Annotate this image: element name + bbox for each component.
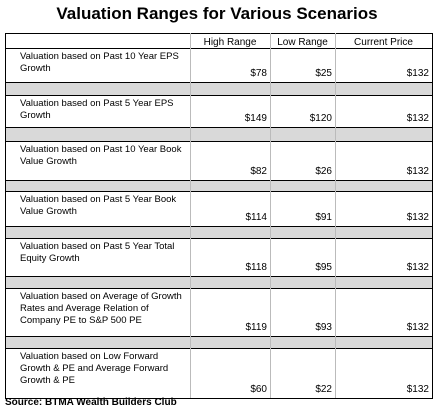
border (5, 33, 6, 398)
column-line (335, 33, 336, 398)
cell-value: $60 (250, 384, 267, 395)
cell-value: $93 (315, 322, 332, 333)
cell-value: $132 (406, 384, 429, 395)
cell-value: $132 (406, 166, 429, 177)
separator (5, 226, 432, 239)
cell-value: $22 (315, 384, 332, 395)
cell-value: $95 (315, 262, 332, 273)
separator (5, 180, 432, 192)
row-label: Valuation based on Average of Growth Rat… (20, 291, 182, 326)
cell-value: $132 (406, 68, 429, 79)
source: Source: BTMA Wealth Builders Club (5, 397, 177, 408)
cell-value: $26 (315, 166, 332, 177)
cell-value: $132 (406, 212, 429, 223)
row-label: Valuation based on Past 10 Year EPS Grow… (20, 51, 179, 74)
separator (5, 127, 432, 142)
separator (5, 82, 432, 96)
column-header: High Range (203, 37, 257, 48)
row-label: Valuation based on Low Forward Growth & … (20, 351, 169, 386)
cell-value: $25 (315, 68, 332, 79)
separator (5, 336, 432, 349)
cell-value: $91 (315, 212, 332, 223)
column-line (270, 33, 271, 398)
cell-value: $132 (406, 262, 429, 273)
separator (5, 276, 432, 289)
cell-value: $132 (406, 113, 429, 124)
column-line (190, 33, 191, 398)
title: Valuation Ranges for Various Scenarios (56, 4, 378, 23)
row-label: Valuation based on Past 5 Year Total Equ… (20, 241, 175, 264)
cell-value: $118 (245, 262, 267, 273)
cell-value: $114 (245, 212, 267, 223)
column-header: Current Price (354, 37, 413, 48)
cell-value: $149 (244, 113, 267, 124)
cell-value: $132 (406, 322, 429, 333)
border (5, 33, 433, 34)
border (5, 398, 433, 399)
row-label: Valuation based on Past 5 Year Book Valu… (20, 194, 177, 217)
row-label: Valuation based on Past 10 Year Book Val… (20, 144, 182, 167)
border (5, 48, 433, 49)
cell-value: $119 (245, 322, 267, 333)
cell-value: $78 (250, 68, 267, 79)
cell-value: $82 (250, 166, 267, 177)
border (432, 33, 433, 398)
cell-value: $120 (309, 113, 332, 124)
column-header: Low Range (277, 37, 328, 48)
row-label: Valuation based on Past 5 Year EPS Growt… (20, 98, 174, 121)
